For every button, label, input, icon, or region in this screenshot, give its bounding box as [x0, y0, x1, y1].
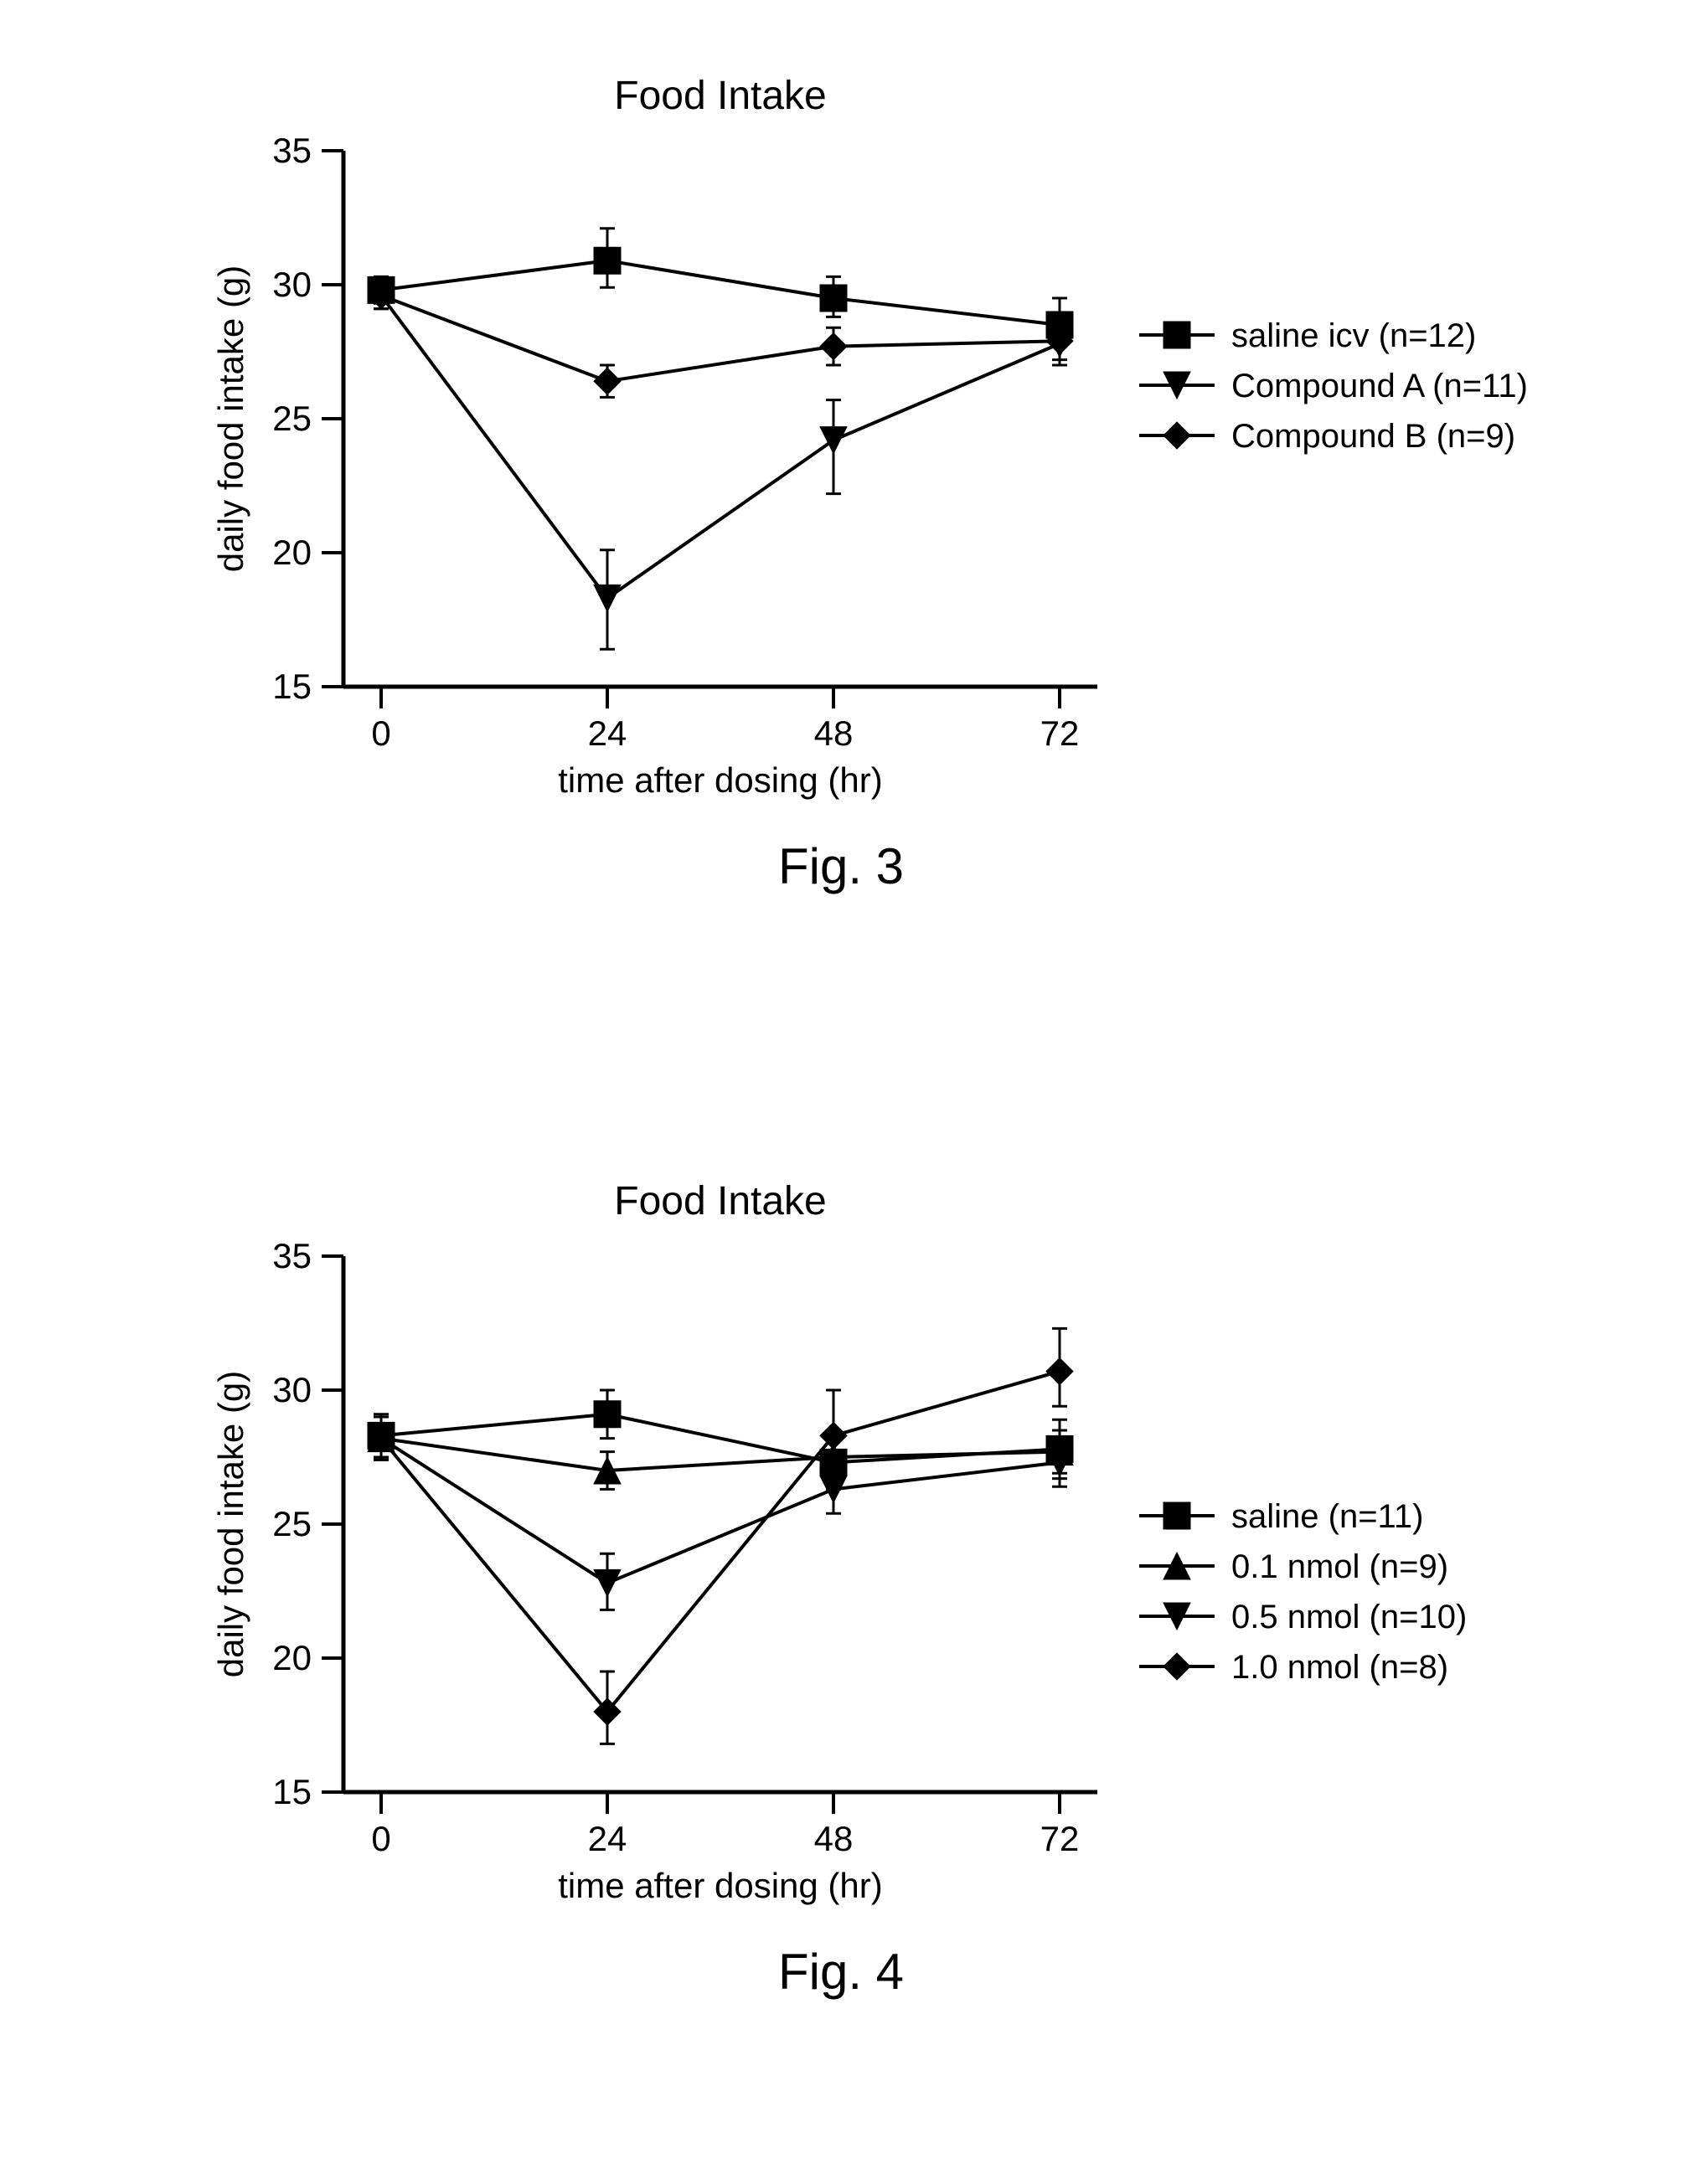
fig4-legend-label-d10: 1.0 nmol (n=8): [1231, 1649, 1448, 1686]
figure-4-chart: Food Intake 15 20 25 30 35 0 24 48 72 time after d…: [0, 1156, 1682, 1909]
fig3-ytick-label: 15: [272, 667, 312, 706]
fig3-xtick-label: 24: [588, 713, 627, 753]
fig4-ytick-label: 30: [272, 1370, 312, 1409]
fig4-series-d10-line: [381, 1372, 1060, 1712]
fig3-xtick-label: 0: [371, 713, 390, 753]
figure-4-caption: Fig. 4: [0, 1943, 1682, 2001]
fig4-ytick-label: 15: [272, 1772, 312, 1811]
fig4-xtick-label: 24: [588, 1819, 627, 1858]
fig3-marker-saline: [594, 247, 621, 274]
fig4-legend-marker-saline: [1163, 1502, 1190, 1529]
fig3-xtick-label: 48: [814, 713, 854, 753]
fig4-ytick-label: 20: [272, 1638, 312, 1677]
fig3-ylabel: daily food intake (g): [211, 265, 250, 573]
fig3-marker-compA: [820, 427, 847, 454]
fig4-ylabel: daily food intake (g): [211, 1371, 250, 1678]
fig4-series-d01-line: [381, 1439, 1060, 1471]
page: Food Intake 15 20 25 30 35 0 24 48 72 time after d…: [0, 0, 1682, 2184]
figure-3-svg: Food Intake 15 20 25 30 35 0 24 48 72 time after d…: [126, 50, 1550, 804]
fig4-ytick-label: 35: [272, 1236, 312, 1275]
fig3-marker-compB: [820, 333, 847, 360]
figure-3: Food Intake 15 20 25 30 35 0 24 48 72 time after d…: [0, 50, 1682, 895]
fig4-title: Food Intake: [614, 1179, 827, 1223]
figure-4-svg: Food Intake 15 20 25 30 35 0 24 48 72 time after d…: [126, 1156, 1550, 1909]
fig3-ytick-label: 30: [272, 265, 312, 304]
figure-3-chart: Food Intake 15 20 25 30 35 0 24 48 72 time after d…: [0, 50, 1682, 804]
fig3-title: Food Intake: [614, 74, 827, 118]
fig3-marker-compB: [594, 368, 621, 394]
fig3-legend-marker-compB: [1163, 422, 1190, 449]
fig3-ytick-label: 20: [272, 533, 312, 572]
fig4-legend-marker-d10: [1163, 1653, 1190, 1680]
fig3-series-saline-line: [381, 260, 1060, 325]
fig4-xlabel: time after dosing (hr): [558, 1866, 882, 1905]
fig3-legend-marker-saline: [1163, 322, 1190, 348]
fig3-ytick-label: 35: [272, 131, 312, 170]
fig3-xlabel: time after dosing (hr): [558, 760, 882, 800]
fig4-legend-label-d05: 0.5 nmol (n=10): [1231, 1599, 1467, 1635]
fig4-marker-d05: [594, 1569, 621, 1596]
fig3-ytick-label: 25: [272, 399, 312, 438]
fig4-legend-label-d01: 0.1 nmol (n=9): [1231, 1548, 1448, 1585]
fig4-ytick-label: 25: [272, 1504, 312, 1543]
fig3-legend-label-saline: saline icv (n=12): [1231, 317, 1476, 354]
fig4-xtick-label: 48: [814, 1819, 854, 1858]
fig4-xtick-label: 72: [1040, 1819, 1080, 1858]
figure-4: Food Intake 15 20 25 30 35 0 24 48 72 time after d…: [0, 1156, 1682, 2001]
fig3-legend-label-compA: Compound A (n=11): [1231, 368, 1528, 404]
fig3-marker-saline: [820, 285, 847, 312]
figure-3-caption: Fig. 3: [0, 837, 1682, 895]
fig3-series-compA-line: [381, 296, 1060, 599]
fig4-legend-label-saline: saline (n=11): [1231, 1498, 1423, 1535]
fig3-legend-label-compB: Compound B (n=9): [1231, 418, 1515, 455]
fig3-series-compB-line: [381, 296, 1060, 381]
fig4-marker-d10: [1046, 1358, 1073, 1385]
fig4-marker-saline: [594, 1401, 621, 1428]
fig3-xtick-label: 72: [1040, 713, 1080, 753]
fig3-marker-compA: [594, 585, 621, 611]
fig4-xtick-label: 0: [371, 1819, 390, 1858]
